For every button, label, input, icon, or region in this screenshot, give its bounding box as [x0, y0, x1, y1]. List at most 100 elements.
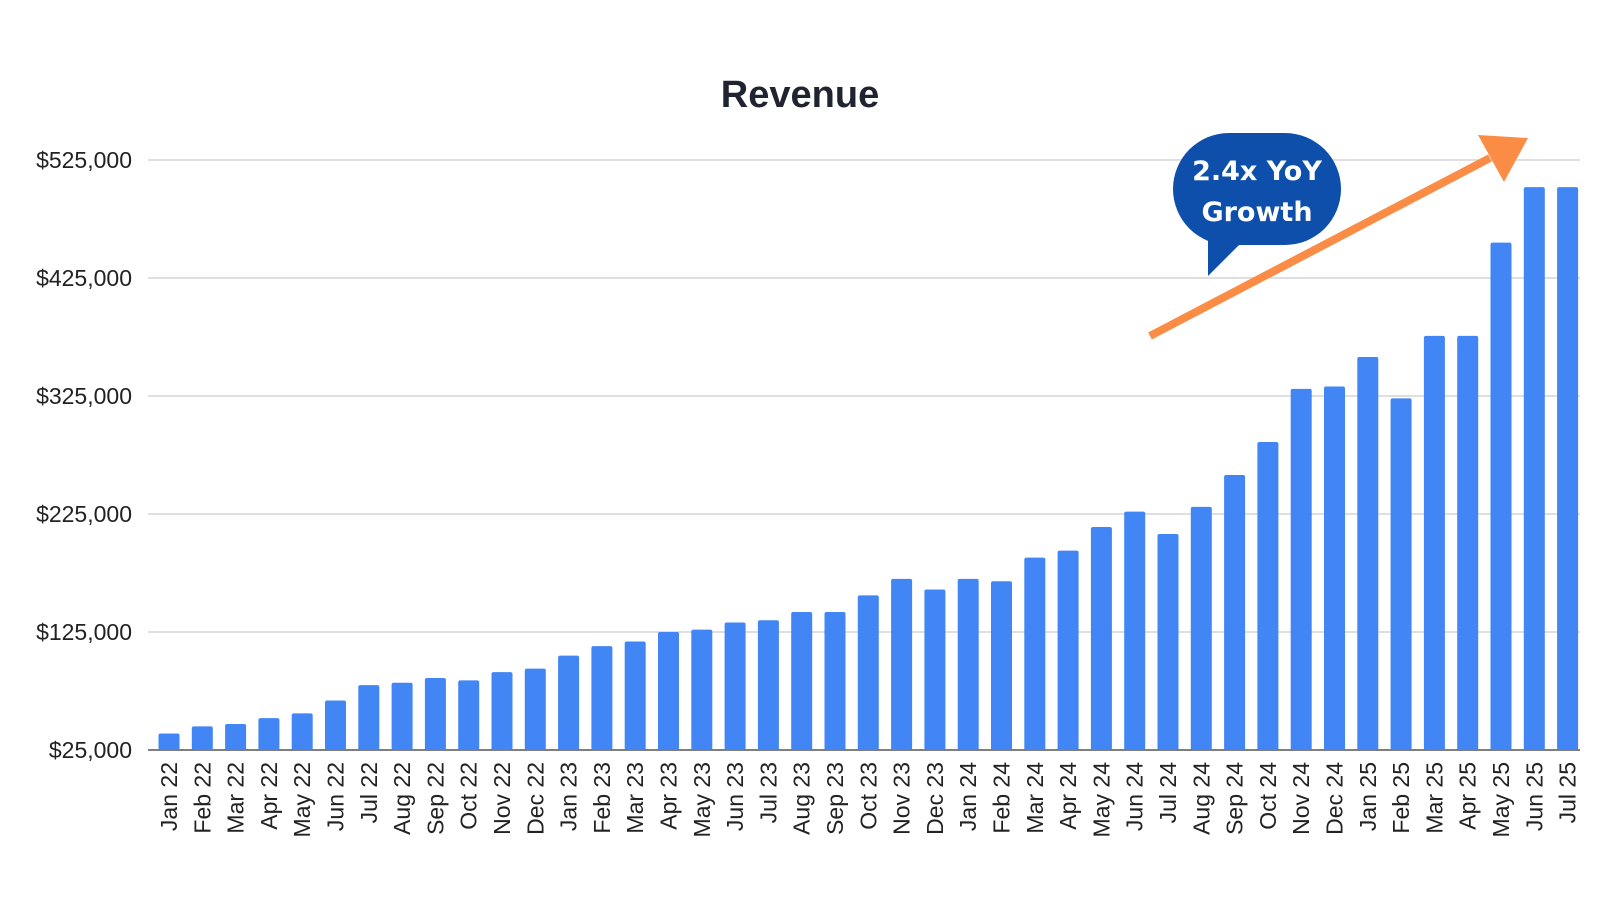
bar-sep-24: [1224, 475, 1246, 750]
bar-apr-23: [658, 632, 679, 750]
x-tick-label: May 25: [1488, 762, 1514, 837]
growth-arrow-line: [1148, 154, 1492, 340]
y-axis-labels: $25,000 $125,000 $225,000 $325,000 $425,000 $…: [36, 147, 132, 763]
y-tick-label: $525,000: [36, 147, 132, 173]
bar-jun-24: [1124, 511, 1146, 750]
bar-mar-25: [1423, 335, 1445, 750]
bar-jul-22: [358, 685, 380, 750]
bar-oct-24: [1257, 442, 1279, 750]
bar-may-22: [291, 713, 313, 750]
x-tick-label: Mar 25: [1421, 762, 1447, 834]
x-tick-label: Jul 24: [1155, 762, 1181, 824]
bar-jun-25: [1523, 187, 1545, 750]
bar-aug-22: [391, 682, 413, 750]
x-tick-label: Apr 22: [256, 762, 282, 830]
x-tick-label: Jul 23: [755, 762, 781, 823]
chart-title: Revenue: [721, 74, 879, 116]
bar-sep-23: [824, 611, 846, 750]
bar-jul-25: [1557, 187, 1579, 750]
x-tick-label: Jan 24: [955, 762, 981, 831]
x-tick-label: Jun 22: [323, 762, 349, 831]
bar-oct-23: [857, 595, 879, 750]
x-tick-label: Dec 22: [522, 762, 548, 835]
x-tick-label: Mar 22: [223, 762, 249, 834]
x-tick-label: Oct 24: [1255, 762, 1281, 830]
bar-oct-22: [458, 680, 480, 750]
bar-sep-22: [424, 678, 446, 750]
bar-jan-22: [158, 733, 180, 750]
bar-aug-23: [791, 611, 813, 750]
bar-apr-24: [1057, 550, 1079, 750]
bar-mar-22: [225, 724, 247, 750]
bar-mar-23: [624, 641, 646, 750]
bar-feb-25: [1390, 398, 1412, 750]
callout-line-1: 2.4x YoY: [1192, 156, 1322, 187]
x-axis-labels: Jan 22 Feb 22 Mar 22 Apr 22 May 22 Jun 22 Jul …: [156, 762, 1581, 838]
x-tick-label: Oct 22: [456, 762, 482, 830]
x-tick-label: Feb 24: [989, 762, 1015, 834]
bars: [158, 187, 1579, 750]
bar-mar-24: [1024, 557, 1046, 750]
x-tick-label: Jan 22: [156, 762, 182, 831]
x-tick-label: Nov 23: [889, 762, 915, 835]
y-tick-label: $125,000: [36, 619, 132, 645]
callout-bubble: [1173, 133, 1341, 245]
x-tick-label: Sep 22: [422, 762, 448, 835]
bar-may-25: [1490, 242, 1512, 750]
x-tick-label: Nov 24: [1288, 762, 1314, 835]
bar-nov-23: [891, 578, 913, 750]
bar-jul-24: [1157, 534, 1179, 750]
x-tick-label: Aug 24: [1188, 762, 1214, 835]
bar-nov-22: [491, 672, 513, 750]
callout-line-2: Growth: [1201, 197, 1312, 228]
x-tick-label: Oct 23: [855, 762, 881, 830]
bar-apr-22: [258, 718, 280, 750]
bar-jul-23: [757, 620, 779, 750]
x-tick-label: Feb 23: [589, 762, 615, 834]
x-tick-label: Sep 24: [1222, 762, 1248, 835]
x-tick-label: Jan 23: [556, 762, 582, 831]
x-tick-label: Aug 23: [789, 762, 815, 835]
x-tick-label: Mar 24: [1022, 762, 1048, 834]
bar-feb-23: [591, 646, 613, 750]
x-tick-label: Aug 22: [389, 762, 415, 835]
x-tick-label: Feb 22: [189, 762, 215, 834]
x-tick-label: Jan 25: [1355, 762, 1381, 831]
bar-dec-22: [524, 668, 546, 750]
x-tick-label: Jul 22: [356, 762, 382, 823]
bar-jun-22: [325, 700, 346, 750]
x-tick-label: Jun 24: [1122, 762, 1148, 831]
x-tick-label: May 22: [289, 762, 315, 837]
bar-apr-25: [1457, 335, 1479, 750]
bar-feb-22: [191, 726, 213, 750]
x-tick-label: Nov 22: [489, 762, 515, 835]
bar-may-23: [691, 629, 713, 750]
growth-arrow: [1148, 135, 1528, 340]
x-tick-label: May 24: [1088, 762, 1114, 838]
growth-callout: 2.4x YoY Growth: [1173, 133, 1341, 276]
y-tick-label: $225,000: [36, 501, 132, 527]
bar-jan-24: [957, 578, 979, 750]
x-tick-label: Apr 23: [656, 762, 682, 830]
y-tick-label: $25,000: [49, 737, 132, 763]
x-tick-label: Apr 24: [1055, 762, 1081, 830]
x-tick-label: Sep 23: [822, 762, 848, 835]
growth-arrow-head: [1478, 135, 1528, 182]
bar-may-24: [1090, 526, 1112, 750]
x-tick-label: Feb 25: [1388, 762, 1414, 834]
x-tick-label: May 23: [689, 762, 715, 837]
bar-jan-23: [558, 655, 580, 750]
bar-dec-23: [924, 589, 946, 750]
x-tick-label: Mar 23: [622, 762, 648, 834]
bar-dec-24: [1324, 386, 1345, 750]
y-tick-label: $425,000: [36, 265, 132, 291]
bar-jan-25: [1357, 357, 1379, 750]
x-tick-label: Jun 23: [722, 762, 748, 831]
bar-nov-24: [1290, 388, 1312, 750]
x-tick-label: Dec 23: [922, 762, 948, 835]
x-tick-label: Dec 24: [1322, 762, 1348, 835]
bar-jun-23: [724, 622, 746, 750]
x-tick-label: Jun 25: [1521, 762, 1547, 831]
x-tick-label: Jul 25: [1555, 762, 1581, 823]
